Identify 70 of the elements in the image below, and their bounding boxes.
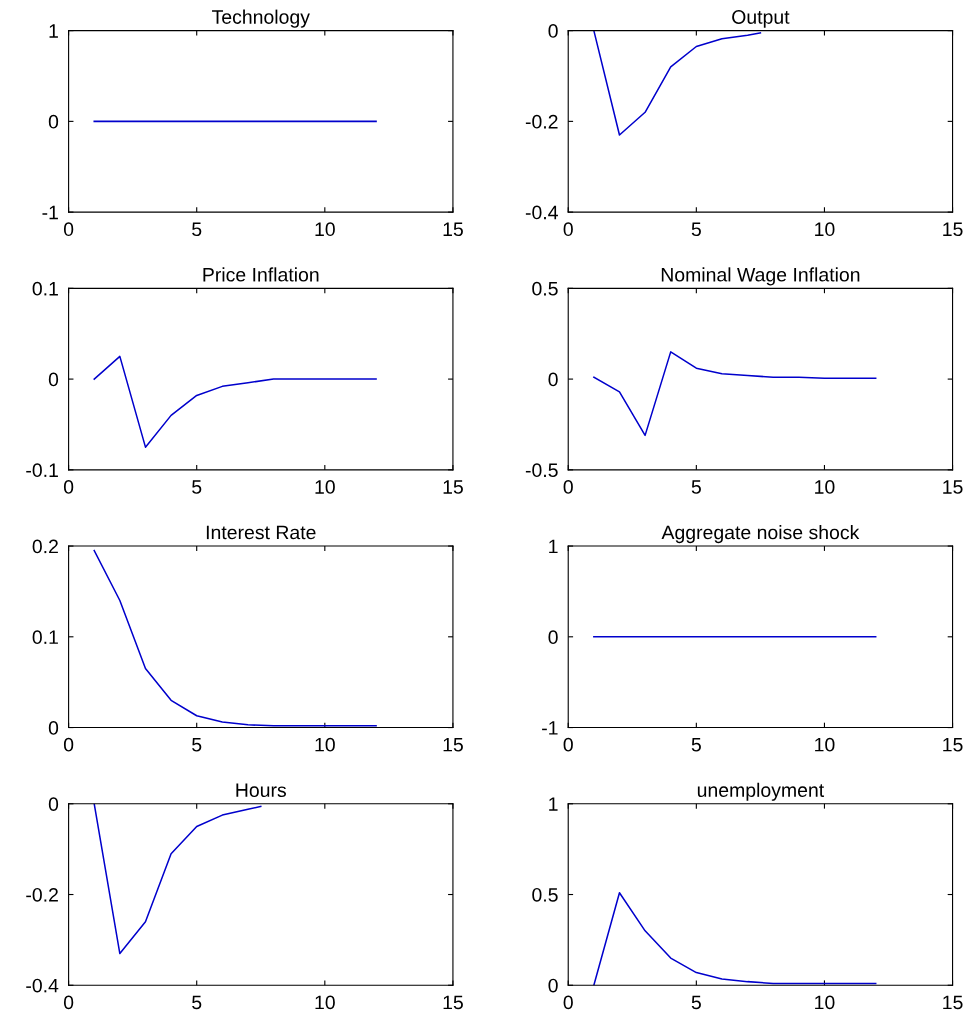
x-tick-label: 10 xyxy=(815,737,835,752)
y-tick-label: 0 xyxy=(548,630,558,645)
y-tick-label: 1 xyxy=(549,797,558,811)
chart-title: Price Inflation xyxy=(203,267,319,282)
y-tick-label: 0 xyxy=(48,721,59,735)
y-tick-label: 0.1 xyxy=(32,630,58,645)
x-tick-label: 15 xyxy=(943,222,963,237)
x-tick-label: 0 xyxy=(563,222,573,237)
y-tick-label: 0.1 xyxy=(32,281,58,296)
chart-title: Hours xyxy=(236,783,286,798)
x-tick-label: 15 xyxy=(443,222,463,237)
line-series xyxy=(593,891,877,986)
x-tick-label: 5 xyxy=(691,222,701,237)
x-tick-label: 0 xyxy=(563,995,573,1010)
y-tick-label: 0.5 xyxy=(532,887,558,902)
x-tick-label: 15 xyxy=(943,480,963,494)
x-tick-label: 5 xyxy=(192,995,202,1010)
y-tick-label: -0.4 xyxy=(26,978,59,993)
x-tick-label: 10 xyxy=(815,480,835,494)
chart-title: Technology xyxy=(212,9,310,28)
y-tick-label: -0.4 xyxy=(525,205,558,220)
x-tick-label: 15 xyxy=(443,480,463,494)
chart-title: Output xyxy=(732,10,790,28)
y-tick-label: 0 xyxy=(548,372,558,387)
y-tick-label: 0.5 xyxy=(532,281,558,296)
x-tick-label: 5 xyxy=(192,222,202,237)
line-series xyxy=(93,355,377,448)
x-tick-label: 0 xyxy=(63,995,74,1010)
y-tick-label: 1 xyxy=(49,24,58,38)
y-tick-label: -1 xyxy=(542,721,558,735)
y-tick-label: 0 xyxy=(548,24,558,38)
chart-title: Nominal Wage Inflation xyxy=(661,267,860,286)
x-tick-label: 10 xyxy=(315,222,335,237)
x-tick-label: 15 xyxy=(443,737,463,752)
y-tick-label: -1 xyxy=(42,205,58,220)
x-tick-label: 0 xyxy=(63,222,74,237)
y-tick-label: 0.2 xyxy=(32,539,58,554)
x-tick-label: 0 xyxy=(63,737,74,752)
y-tick-label: 0 xyxy=(48,372,59,387)
y-tick-label: -0.2 xyxy=(525,114,558,129)
chart-title: Aggregate noise shock xyxy=(661,525,860,544)
x-tick-label: 5 xyxy=(192,480,202,494)
x-tick-label: 0 xyxy=(563,737,573,752)
x-tick-label: 15 xyxy=(443,995,463,1010)
y-tick-label: 0 xyxy=(48,114,59,129)
y-tick-label: -0.5 xyxy=(525,463,558,478)
chart-title: Interest Rate xyxy=(206,525,316,540)
y-tick-label: 0 xyxy=(548,978,558,993)
x-tick-label: 15 xyxy=(943,737,963,752)
y-tick-label: -0.1 xyxy=(26,463,58,478)
y-tick-label: -0.2 xyxy=(26,887,58,902)
line-series xyxy=(593,30,762,136)
x-tick-label: 5 xyxy=(691,995,701,1010)
x-tick-label: 5 xyxy=(691,480,701,494)
x-tick-label: 5 xyxy=(192,737,202,752)
x-tick-label: 10 xyxy=(815,222,835,237)
x-tick-label: 0 xyxy=(63,480,74,494)
line-series xyxy=(93,803,262,955)
x-tick-label: 10 xyxy=(815,995,835,1010)
y-tick-label: 0 xyxy=(48,797,59,812)
x-tick-label: 10 xyxy=(315,995,335,1010)
x-tick-label: 0 xyxy=(563,480,573,494)
line-series xyxy=(593,351,877,437)
line-series xyxy=(93,549,377,727)
x-tick-label: 10 xyxy=(315,737,335,752)
x-tick-label: 15 xyxy=(943,995,963,1010)
x-tick-label: 5 xyxy=(691,737,701,752)
x-tick-label: 10 xyxy=(315,480,335,494)
chart-title: unemployment xyxy=(697,782,825,801)
y-tick-label: 1 xyxy=(549,539,558,554)
